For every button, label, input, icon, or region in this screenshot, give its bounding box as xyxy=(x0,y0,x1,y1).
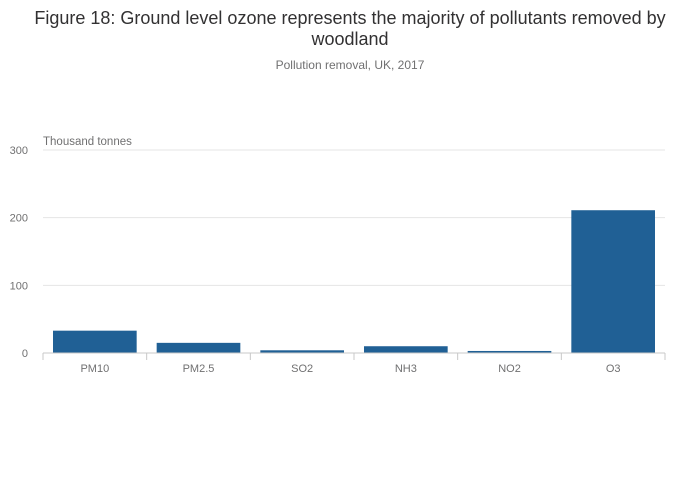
bar xyxy=(467,350,552,353)
x-axis: PM10 PM2.5 SO2 NH3 NO2 O3 xyxy=(42,352,666,375)
x-tick-label: PM10 xyxy=(80,363,109,375)
gridlines xyxy=(43,149,665,286)
chart-title: Figure 18: Ground level ozone represents… xyxy=(34,8,666,49)
x-tick-label: SO2 xyxy=(291,363,313,375)
bar xyxy=(156,342,241,353)
y-tick-label: 300 xyxy=(10,145,28,157)
x-tick-label: O3 xyxy=(606,363,621,375)
y-tick-label: 200 xyxy=(10,213,28,225)
bars xyxy=(53,210,655,353)
y-axis-ticks: 0 100 200 300 xyxy=(10,145,28,360)
y-axis-label: Thousand tonnes xyxy=(43,136,132,148)
x-tick-label: NO2 xyxy=(498,363,521,375)
y-tick-label: 100 xyxy=(10,280,28,292)
x-tick-label: NH3 xyxy=(395,363,417,375)
bar xyxy=(260,350,344,353)
chart-subtitle: Pollution removal, UK, 2017 xyxy=(275,58,425,72)
bar xyxy=(364,346,448,353)
x-tick-label: PM2.5 xyxy=(183,363,215,375)
y-tick-label: 0 xyxy=(22,348,28,360)
bar xyxy=(53,330,137,353)
bar xyxy=(571,210,655,353)
